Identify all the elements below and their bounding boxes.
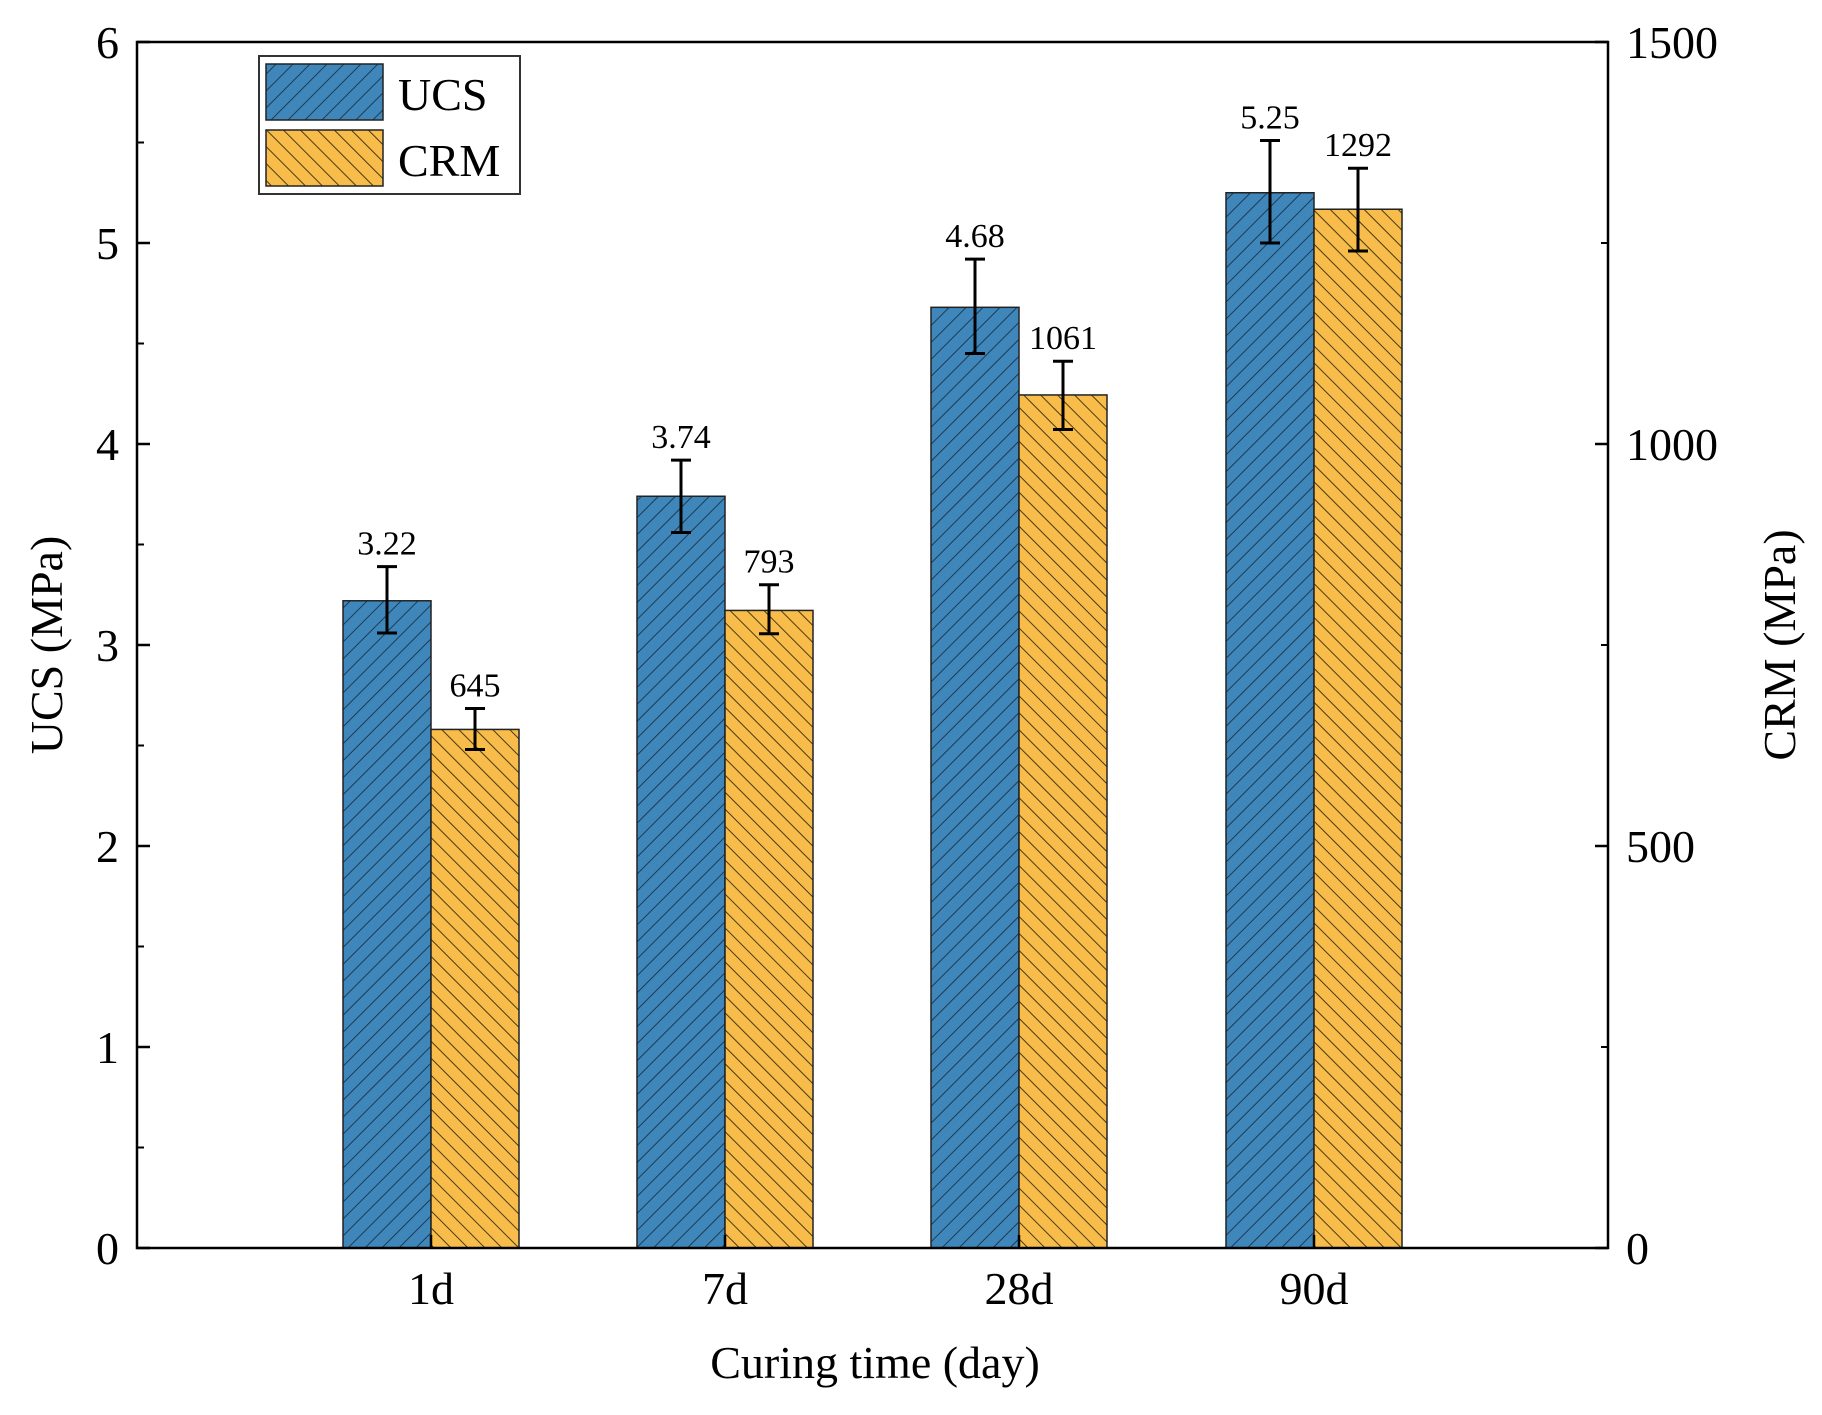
data-label-ucs: 4.68 (945, 218, 1005, 255)
data-label-ucs: 3.22 (357, 526, 417, 563)
right-tick-label: 1000 (1626, 419, 1718, 470)
x-tick-label: 28d (985, 1263, 1054, 1314)
left-tick-label: 0 (96, 1223, 119, 1274)
bar-ucs (930, 306, 1020, 1249)
right-tick-label: 1500 (1626, 17, 1718, 68)
data-label-ucs: 3.74 (651, 419, 711, 456)
data-label-ucs: 5.25 (1240, 99, 1300, 136)
right-tick-label: 500 (1626, 821, 1695, 872)
bar-ucs (636, 495, 726, 1249)
data-label-crm: 793 (744, 544, 795, 581)
left-tick-label: 1 (96, 1022, 119, 1073)
bar-crm (430, 728, 520, 1249)
x-tick-label: 1d (408, 1263, 454, 1314)
right-axis-title: CRM (MPa) (1754, 529, 1805, 760)
left-tick-label: 4 (96, 419, 119, 470)
data-label-crm: 1292 (1324, 127, 1392, 164)
right-tick-label: 0 (1626, 1223, 1649, 1274)
left-axis-title: UCS (MPa) (21, 536, 72, 755)
legend-label-crm: CRM (398, 135, 500, 186)
legend-swatch-crm (265, 129, 384, 187)
bar-ucs (1225, 192, 1315, 1249)
bar-crm (724, 609, 814, 1249)
legend: UCS CRM (258, 55, 521, 195)
data-label-crm: 645 (450, 668, 501, 705)
legend-label-ucs: UCS (398, 69, 487, 120)
x-tick-label: 7d (702, 1263, 748, 1314)
bar-crm (1018, 394, 1108, 1249)
bars-group: 3.22 3.74 4.68 5.25 645 793 1061 1292 (342, 99, 1403, 1249)
x-tick-label: 90d (1280, 1263, 1349, 1314)
left-tick-label: 3 (96, 620, 119, 671)
data-label-crm: 1061 (1029, 320, 1097, 357)
legend-swatch-ucs (265, 63, 384, 121)
left-tick-label: 5 (96, 218, 119, 269)
left-tick-label: 6 (96, 17, 119, 68)
x-axis-title: Curing time (day) (710, 1337, 1040, 1388)
axes-group: 0 1 2 3 4 5 6 0 500 1000 1500 1d 7d 28d 90d (96, 17, 1718, 1314)
bar-crm (1313, 208, 1403, 1249)
left-tick-label: 2 (96, 821, 119, 872)
bar-ucs (342, 600, 432, 1249)
